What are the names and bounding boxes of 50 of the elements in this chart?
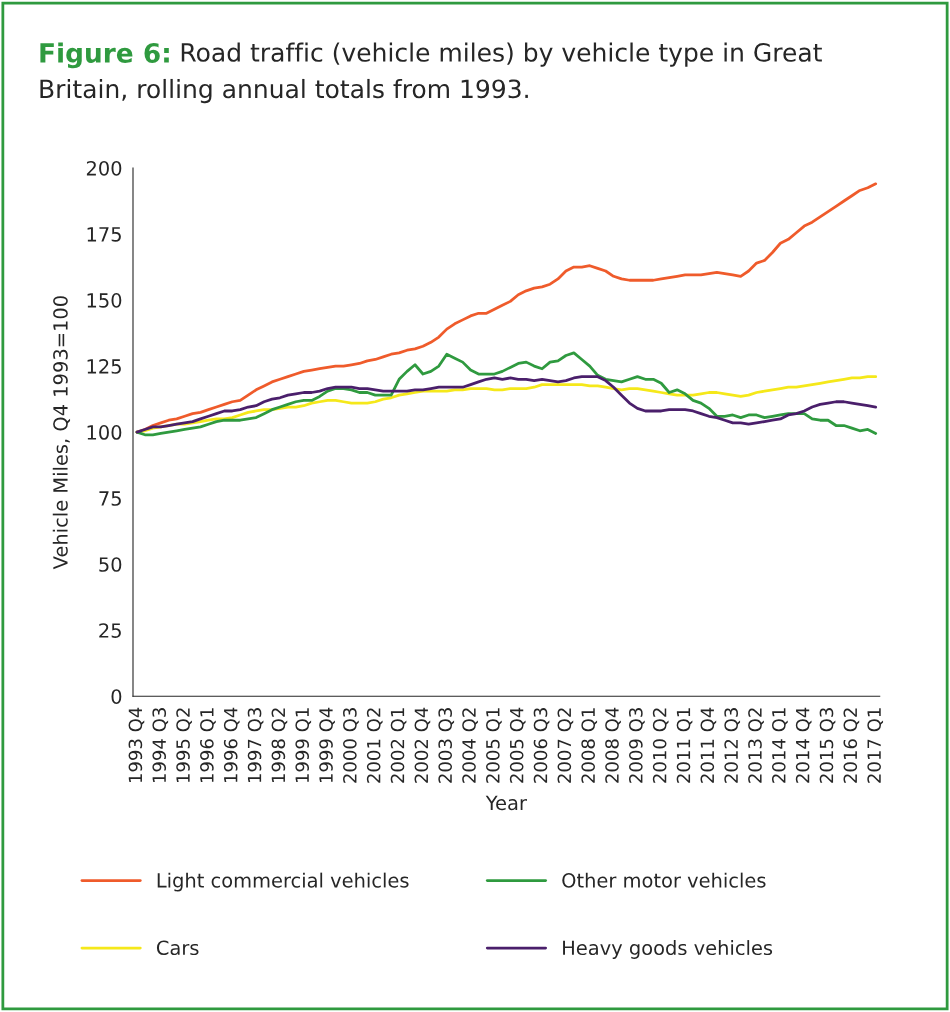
legend-label: Other motor vehicles bbox=[562, 872, 766, 888]
x-tick-label: 1996 Q1 bbox=[200, 708, 216, 783]
x-tick-label: 2012 Q3 bbox=[724, 708, 741, 783]
y-tick-label: 25 bbox=[99, 623, 121, 638]
x-tick-label: 1995 Q2 bbox=[176, 708, 192, 783]
chart-title: Figure 6: Road traffic (vehicle miles) by vehicle type in Great Britain, rolling annual totals from 1993. bbox=[40, 42, 822, 104]
x-tick-label: 2007 Q2 bbox=[557, 708, 574, 783]
x-tick-label: 1999 Q4 bbox=[319, 707, 335, 783]
x-tick-label: 2016 Q2 bbox=[843, 708, 860, 783]
y-tick-label: 175 bbox=[87, 227, 121, 242]
y-tick-label: 125 bbox=[87, 359, 121, 374]
x-tick-label: 1998 Q2 bbox=[271, 708, 288, 783]
x-tick-label: 2011 Q4 bbox=[700, 707, 717, 783]
x-tick-label: 2003 Q3 bbox=[438, 708, 455, 783]
x-tick-label: 2008 Q1 bbox=[581, 708, 598, 783]
y-tick-label: 0 bbox=[111, 689, 122, 704]
x-tick-label: 2009 Q3 bbox=[629, 708, 645, 783]
y-tick-label: 100 bbox=[87, 425, 122, 440]
y-tick-label: 75 bbox=[99, 491, 121, 506]
y-axis-title: Vehicle Miles, Q4 1993=100 bbox=[52, 296, 71, 570]
x-tick-label: 2013 Q2 bbox=[748, 708, 764, 783]
legend-label: Heavy goods vehicles bbox=[563, 940, 773, 959]
x-tick-label: 2004 Q2 bbox=[462, 708, 478, 783]
x-tick-label: 2015 Q3 bbox=[819, 708, 836, 783]
y-tick-label: 50 bbox=[99, 557, 122, 572]
x-tick-label: 2011 Q1 bbox=[676, 708, 693, 783]
x-tick-label: 1999 Q1 bbox=[295, 708, 312, 783]
legend-label: Light commercial vehicles bbox=[157, 872, 409, 892]
x-tick-label: 1996 Q4 bbox=[223, 707, 240, 783]
x-tick-label: 2001 Q2 bbox=[366, 708, 383, 783]
x-tick-label: 2005 Q1 bbox=[486, 708, 502, 783]
x-tick-label: 2002 Q4 bbox=[414, 707, 431, 783]
x-tick-label: 2008 Q4 bbox=[605, 707, 621, 783]
x-tick-label: 2017 Q1 bbox=[867, 708, 884, 783]
x-tick-label: 1993 Q4 bbox=[128, 707, 145, 783]
y-tick-label: 200 bbox=[86, 160, 122, 176]
x-tick-label: 2014 Q1 bbox=[771, 708, 788, 783]
x-tick-label: 1994 Q3 bbox=[152, 708, 169, 783]
line-series bbox=[135, 351, 878, 437]
x-tick-label: 2010 Q2 bbox=[652, 708, 669, 783]
x-axis-title: Year bbox=[485, 795, 527, 811]
y-tick-label: 150 bbox=[87, 293, 122, 308]
x-tick-label: 2014 Q4 bbox=[795, 707, 812, 783]
x-tick-label: 2002 Q1 bbox=[390, 708, 407, 783]
legend-label: Cars bbox=[156, 940, 199, 956]
x-tick-label: 2000 Q3 bbox=[343, 708, 359, 783]
line-series bbox=[135, 375, 878, 434]
x-tick-label: 1997 Q3 bbox=[247, 708, 264, 783]
x-tick-label: 2006 Q3 bbox=[533, 708, 550, 783]
x-tick-label: 2005 Q4 bbox=[509, 707, 526, 783]
